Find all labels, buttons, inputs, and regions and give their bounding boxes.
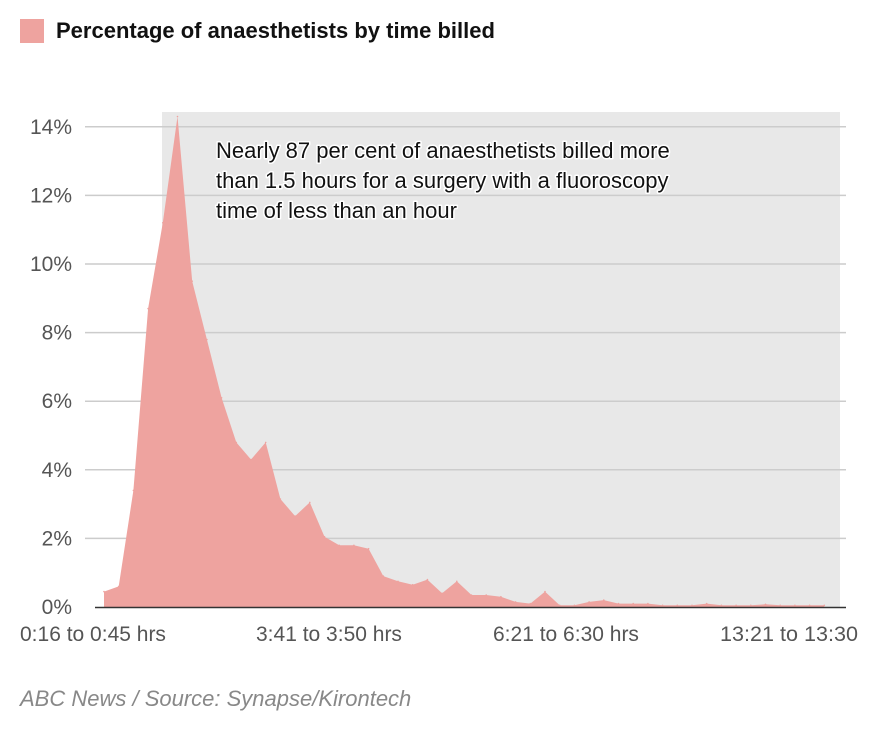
data-point	[103, 590, 105, 593]
legend-swatch	[20, 19, 44, 43]
data-point	[779, 604, 781, 607]
data-point	[676, 604, 679, 607]
data-point	[353, 544, 355, 547]
data-point	[176, 115, 179, 118]
area-chart: 0% 2% 4% 6% 8% 10% 12% 14% 0:16 to 0:45 hrs 3:41…	[20, 112, 858, 646]
data-point	[264, 441, 267, 444]
data-point	[206, 338, 208, 341]
data-point	[132, 489, 135, 492]
data-point	[117, 585, 120, 588]
data-point	[661, 604, 664, 607]
data-point	[485, 594, 488, 596]
data-point	[735, 604, 737, 607]
data-point	[191, 280, 193, 283]
data-point	[705, 602, 708, 605]
y-tick-label: 0%	[42, 596, 72, 619]
x-tick-label: 13:21 to 13:30	[720, 623, 858, 646]
data-points	[103, 115, 826, 607]
data-point	[397, 580, 399, 583]
data-point	[720, 604, 723, 607]
data-point	[367, 547, 370, 550]
data-point	[823, 604, 826, 607]
data-point	[426, 578, 429, 581]
data-point	[338, 544, 341, 547]
data-point	[617, 602, 620, 605]
y-tick-label: 12%	[30, 184, 72, 207]
x-axis-labels: 0:16 to 0:45 hrs 3:41 to 3:50 hrs 6:21 to …	[20, 623, 858, 646]
legend: Percentage of anaesthetists by time bill…	[20, 18, 495, 44]
data-point	[309, 501, 311, 504]
data-point	[456, 580, 458, 583]
data-point	[573, 604, 576, 607]
data-point	[279, 498, 282, 500]
data-point	[558, 604, 561, 607]
data-point	[162, 222, 164, 224]
x-tick-label: 6:21 to 6:30 hrs	[493, 623, 639, 646]
y-tick-label: 10%	[30, 253, 72, 276]
data-area	[104, 116, 825, 607]
data-point	[147, 307, 149, 310]
x-tick-label: 3:41 to 3:50 hrs	[256, 623, 402, 646]
y-tick-label: 6%	[42, 390, 72, 413]
annotation-line: Nearly 87 per cent of anaesthetists bill…	[216, 138, 670, 163]
data-point	[603, 599, 605, 601]
data-point	[294, 515, 296, 517]
data-point	[250, 458, 252, 461]
annotation-line: time of less than an hour	[216, 198, 457, 223]
data-point	[764, 603, 767, 606]
data-point	[529, 602, 532, 605]
data-point	[588, 601, 590, 603]
annotation-line: than 1.5 hours for a surgery with a fluo…	[216, 168, 668, 193]
data-point	[411, 583, 414, 586]
y-tick-label: 8%	[42, 322, 72, 345]
y-tick-label: 14%	[30, 116, 72, 139]
data-point	[808, 604, 811, 607]
legend-label: Percentage of anaesthetists by time bill…	[56, 18, 495, 43]
data-point	[500, 595, 502, 598]
y-tick-label: 2%	[42, 527, 72, 550]
data-point	[691, 604, 693, 607]
data-point	[632, 602, 634, 605]
y-axis-labels: 0% 2% 4% 6% 8% 10% 12% 14%	[30, 116, 72, 619]
data-point	[750, 604, 752, 607]
data-point	[220, 397, 223, 399]
data-point	[441, 592, 443, 595]
data-point	[323, 535, 326, 538]
data-point	[470, 594, 473, 596]
source-credit: ABC News / Source: Synapse/Kirontech	[20, 686, 412, 711]
data-point	[514, 601, 517, 603]
data-point	[235, 441, 238, 444]
x-tick-label: 0:16 to 0:45 hrs	[20, 623, 166, 646]
data-point	[382, 575, 385, 577]
data-point	[647, 602, 649, 605]
data-point	[544, 590, 546, 593]
y-tick-label: 4%	[42, 459, 72, 482]
annotation: Nearly 87 per cent of anaesthetists bill…	[215, 137, 672, 225]
data-point	[794, 604, 796, 607]
